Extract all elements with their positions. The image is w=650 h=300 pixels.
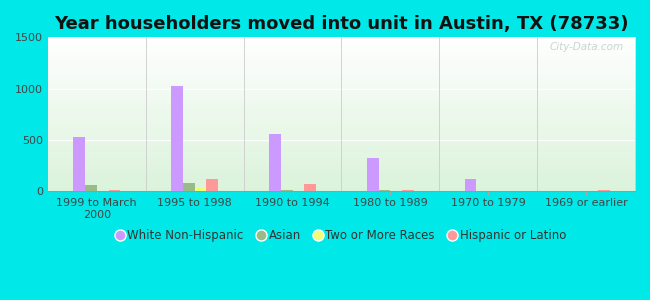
Bar xyxy=(183,183,194,191)
Bar xyxy=(207,179,218,191)
Bar xyxy=(402,190,414,191)
Text: City-Data.com: City-Data.com xyxy=(549,42,623,52)
Bar xyxy=(367,158,378,191)
Bar xyxy=(194,188,207,191)
Bar xyxy=(171,86,183,191)
Bar xyxy=(378,190,391,191)
Bar xyxy=(109,190,120,191)
Bar xyxy=(465,179,476,191)
Bar xyxy=(304,184,316,191)
Bar xyxy=(73,137,85,191)
Bar xyxy=(391,190,402,191)
Bar xyxy=(269,134,281,191)
Bar xyxy=(97,190,109,191)
Title: Year householders moved into unit in Austin, TX (78733): Year householders moved into unit in Aus… xyxy=(54,15,629,33)
Bar xyxy=(281,190,292,191)
Bar xyxy=(292,190,304,191)
Legend: White Non-Hispanic, Asian, Two or More Races, Hispanic or Latino: White Non-Hispanic, Asian, Two or More R… xyxy=(112,225,571,247)
Bar xyxy=(598,190,610,191)
Bar xyxy=(85,185,97,191)
